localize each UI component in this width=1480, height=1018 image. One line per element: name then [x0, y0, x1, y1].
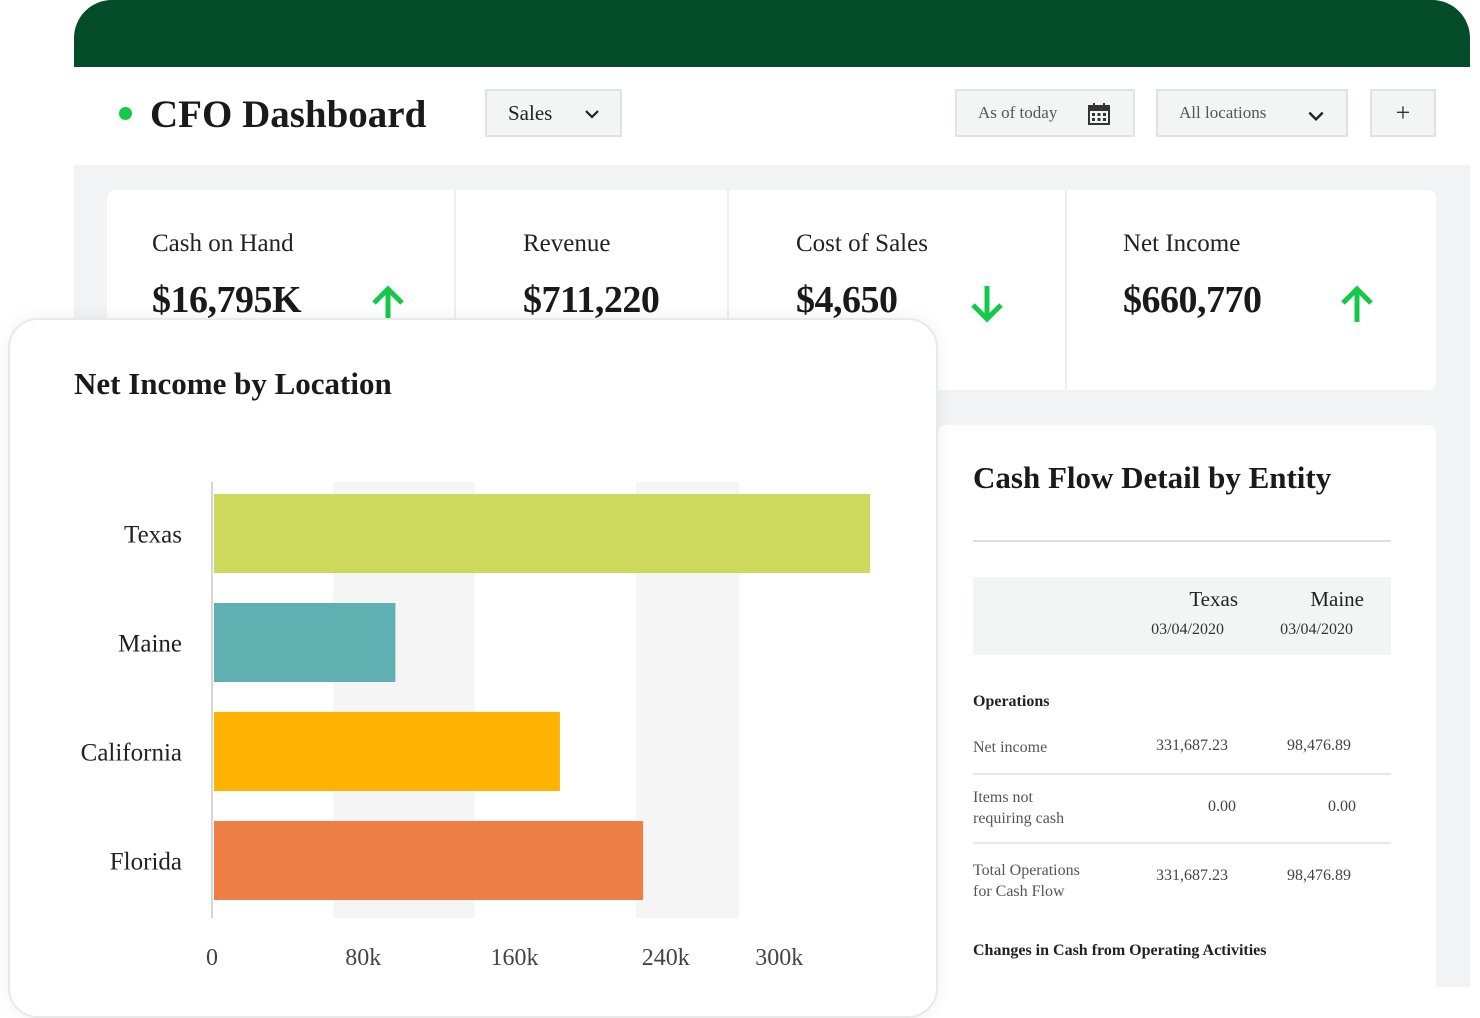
date-select[interactable]: As of today [955, 89, 1135, 137]
top-bar [74, 0, 1470, 67]
x-tick-label: 240k [642, 945, 690, 971]
row-divider [973, 773, 1391, 775]
cashflow-table-header [973, 577, 1391, 655]
column-date-texas: 03/04/2020 [1151, 621, 1224, 638]
kpi-netincome-value: $660,770 [1123, 279, 1262, 321]
add-widget-button[interactable]: + [1370, 89, 1436, 137]
category-label: Florida [110, 849, 182, 876]
cell-value: 98,476.89 [1287, 867, 1351, 884]
row-label-line: Total Operations [973, 862, 1080, 879]
kpi-netincome-label: Net Income [1123, 230, 1241, 257]
net-income-chart: Texas Maine California Florida 0 80k 160k 240k 3… [81, 482, 870, 971]
row-label: Net income [973, 739, 1048, 756]
kpi-cost-label: Cost of Sales [796, 230, 928, 257]
kpi-revenue-value: $711,220 [523, 279, 660, 321]
category-label: Maine [118, 631, 182, 658]
status-dot [119, 107, 132, 120]
location-select-value: All locations [1179, 103, 1267, 122]
kpi-cost-value: $4,650 [796, 279, 898, 321]
row-label-line: requiring cash [973, 810, 1065, 827]
date-select-value: As of today [978, 103, 1058, 122]
cell-value: 98,476.89 [1287, 737, 1351, 754]
section-changes: Changes in Cash from Operating Activitie… [973, 942, 1267, 959]
cell-value: 0.00 [1208, 798, 1236, 815]
column-header-maine: Maine [1310, 587, 1364, 611]
row-divider [973, 842, 1391, 844]
divider [973, 540, 1391, 542]
cell-value: 0.00 [1328, 798, 1356, 815]
chart-title: Net Income by Location [74, 366, 392, 401]
bar-maine [214, 603, 396, 682]
category-label: Texas [124, 522, 182, 549]
arrow-up-icon [1341, 285, 1373, 322]
chevron-down-icon [1308, 111, 1324, 122]
section-operations: Operations [973, 693, 1050, 710]
plus-icon: + [1395, 98, 1411, 127]
net-income-chart-card: Net Income by Location Texas Maine Califor… [8, 318, 938, 1018]
location-select[interactable]: All locations [1156, 89, 1348, 137]
kpi-cash-label: Cash on Hand [152, 230, 294, 257]
view-select-value: Sales [508, 100, 553, 125]
arrow-up-icon [372, 285, 404, 322]
x-tick-label: 80k [345, 945, 381, 971]
cell-value: 331,687.23 [1156, 867, 1228, 884]
chevron-down-icon [585, 110, 599, 119]
calendar-icon [1088, 103, 1110, 125]
bar-california [214, 712, 560, 791]
cell-value: 331,687.23 [1156, 737, 1228, 754]
dashboard-header: CFO Dashboard Sales As of today All loca… [74, 67, 1470, 165]
row-label-line: Items not [973, 789, 1033, 806]
category-label: California [81, 740, 182, 767]
kpi-divider [454, 190, 456, 390]
column-header-texas: Texas [1189, 587, 1238, 611]
row-label-line: for Cash Flow [973, 883, 1065, 900]
x-tick-label: 0 [206, 945, 218, 971]
bar-florida [214, 821, 644, 900]
row-label: Total Operations for Cash Flow [973, 860, 1080, 902]
view-select[interactable]: Sales [485, 89, 622, 137]
bar-texas [214, 494, 870, 573]
row-label: Items not requiring cash [973, 787, 1064, 829]
x-tick-label: 160k [491, 945, 539, 971]
page-title: CFO Dashboard [150, 93, 427, 136]
kpi-divider [1065, 190, 1067, 390]
cashflow-title: Cash Flow Detail by Entity [973, 460, 1332, 495]
kpi-divider [727, 190, 729, 390]
kpi-revenue-label: Revenue [523, 230, 611, 257]
arrow-down-icon [971, 286, 1003, 323]
column-date-maine: 03/04/2020 [1280, 621, 1353, 638]
cashflow-panel: Cash Flow Detail by Entity Texas 03/04/2… [938, 425, 1436, 987]
kpi-cash-value: $16,795K [152, 279, 302, 321]
x-tick-label: 300k [755, 945, 803, 971]
